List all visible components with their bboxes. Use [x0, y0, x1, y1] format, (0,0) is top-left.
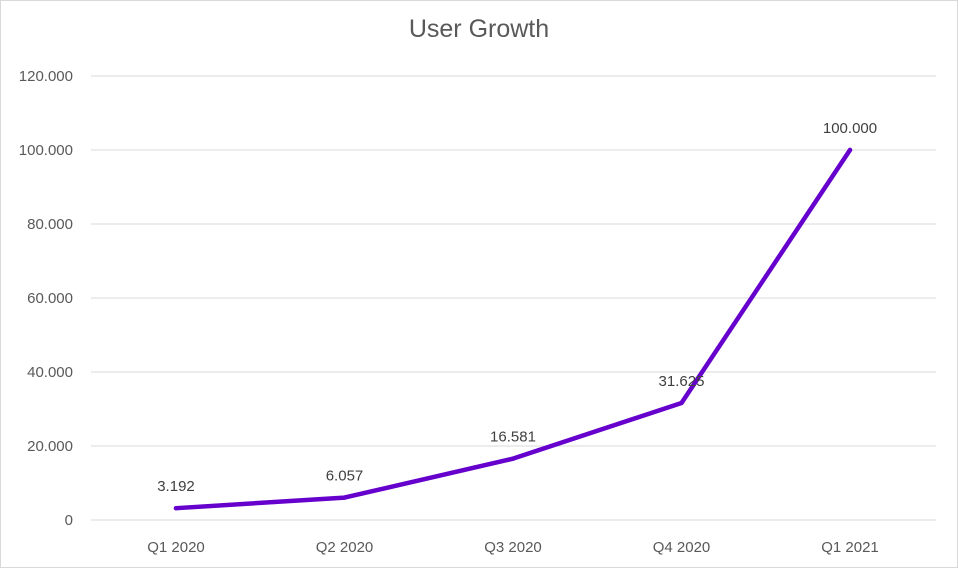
- y-tick-label: 120.000: [19, 68, 73, 85]
- data-label: 100.000: [823, 120, 877, 137]
- data-label: 31.625: [659, 373, 705, 390]
- x-tick-label: Q3 2020: [484, 539, 542, 556]
- data-label: 3.192: [157, 478, 195, 495]
- chart-title: User Growth: [408, 15, 550, 43]
- x-tick-label: Q1 2021: [821, 539, 879, 556]
- y-tick-label: 20.000: [27, 438, 73, 455]
- x-tick-label: Q1 2020: [147, 539, 205, 556]
- y-tick-label: 60.000: [27, 290, 73, 307]
- y-tick-label: 100.000: [19, 142, 73, 159]
- data-point: [847, 147, 853, 153]
- y-tick-label: 80.000: [27, 216, 73, 233]
- series-line: [173, 147, 853, 511]
- x-tick-label: Q2 2020: [316, 539, 374, 556]
- data-point: [510, 456, 516, 461]
- x-tick-label: Q4 2020: [653, 539, 711, 556]
- data-label: 6.057: [326, 468, 364, 485]
- y-tick-label: 40.000: [27, 364, 73, 381]
- data-point: [342, 495, 347, 500]
- data-point: [173, 505, 179, 511]
- data-point: [679, 400, 684, 406]
- y-tick-label: 0: [65, 512, 73, 529]
- data-label: 16.581: [490, 429, 536, 446]
